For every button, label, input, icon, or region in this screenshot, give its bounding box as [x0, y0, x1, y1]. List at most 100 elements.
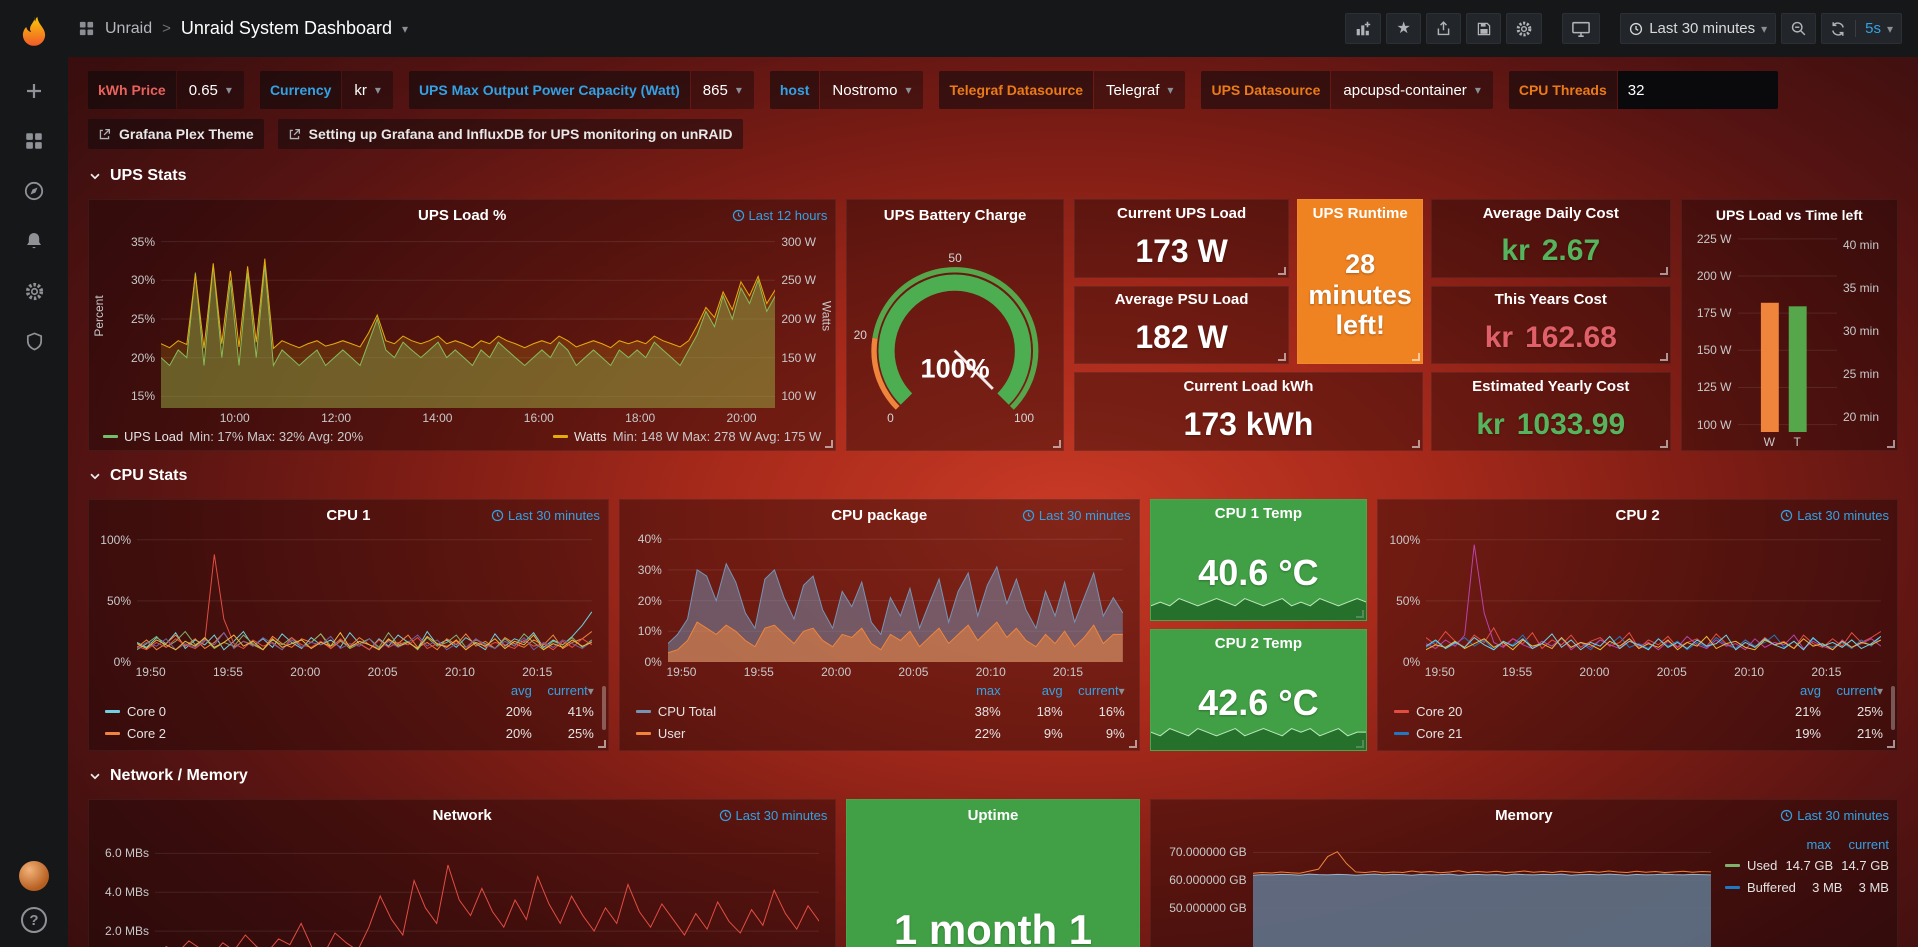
- panel-resize-handle[interactable]: [1659, 266, 1668, 275]
- panel-cpu-package: CPU package Last 30 minutes 40% 30% 20% 10%…: [618, 499, 1140, 751]
- save-dashboard-button[interactable]: [1466, 13, 1502, 44]
- panel-title[interactable]: Estimated Yearly Cost: [1472, 377, 1630, 395]
- cpu-package-plot[interactable]: [667, 530, 1123, 662]
- legend-col-current[interactable]: current▾: [1836, 682, 1884, 698]
- legend-series-toggle[interactable]: Used: [1725, 858, 1777, 873]
- legend-col-current[interactable]: current▾: [1078, 682, 1125, 698]
- panel-title[interactable]: Current UPS Load: [1116, 204, 1247, 222]
- sidebar: ?: [0, 0, 68, 947]
- dashboard-title[interactable]: Unraid System Dashboard: [180, 18, 393, 38]
- legend-series-toggle[interactable]: Core 21: [1394, 726, 1759, 741]
- panel-title[interactable]: Uptime: [967, 806, 1019, 824]
- panel-resize-handle[interactable]: [1052, 440, 1061, 448]
- panel-resize-handle[interactable]: [1412, 353, 1421, 362]
- clock-icon: [1781, 509, 1793, 522]
- panel-title[interactable]: UPS Runtime: [1312, 204, 1408, 222]
- panel-resize-handle[interactable]: [825, 440, 834, 448]
- panel-resize-handle[interactable]: [1128, 740, 1137, 748]
- variable-value-dropdown[interactable]: Telegraf ▾: [1094, 71, 1186, 109]
- user-avatar[interactable]: [19, 861, 49, 891]
- cpu2-plot[interactable]: [1426, 530, 1881, 662]
- network-plot[interactable]: [155, 830, 819, 947]
- legend-col-max[interactable]: max: [976, 682, 1001, 698]
- legend-series-toggle[interactable]: User: [635, 726, 939, 741]
- row-header-cpu-stats[interactable]: CPU Stats: [88, 461, 1898, 491]
- refresh-interval-label[interactable]: 5s: [1865, 20, 1881, 37]
- add-panel-button[interactable]: [1345, 13, 1382, 44]
- cpu1-plot[interactable]: [137, 530, 592, 662]
- legend-series-toggle[interactable]: CPU Total: [635, 704, 939, 719]
- panel-resize-handle[interactable]: [1887, 740, 1895, 748]
- variable-value-dropdown[interactable]: 0.65 ▾: [176, 71, 244, 109]
- row-header-network-memory[interactable]: Network / Memory: [88, 761, 1898, 791]
- panel-title[interactable]: UPS Battery Charge: [883, 206, 1027, 224]
- panel-resize-handle[interactable]: [1659, 353, 1668, 362]
- panel-resize-handle[interactable]: [1278, 353, 1287, 362]
- caret-down-icon[interactable]: ▾: [402, 21, 409, 36]
- variable-value: Nostromo: [832, 81, 898, 99]
- panel-resize-handle[interactable]: [1412, 439, 1421, 448]
- variable-value-dropdown[interactable]: apcupsd-container ▾: [1331, 71, 1493, 109]
- sidebar-explore-item[interactable]: [0, 166, 68, 216]
- legend-scrollbar[interactable]: [601, 686, 606, 730]
- star-dashboard-button[interactable]: ★: [1386, 13, 1422, 44]
- legend-col-current[interactable]: current▾: [547, 682, 594, 698]
- memory-plot[interactable]: [1252, 830, 1711, 947]
- panel-title[interactable]: CPU 2: [1615, 506, 1660, 524]
- panel-resize-handle[interactable]: [1278, 266, 1287, 275]
- panel-resize-handle[interactable]: [1659, 439, 1668, 448]
- cycle-view-mode-button[interactable]: [1562, 13, 1601, 44]
- panel-title[interactable]: Network: [432, 806, 492, 824]
- ups-load-plot[interactable]: [161, 230, 776, 408]
- panel-resize-handle[interactable]: [597, 740, 606, 748]
- legend-series-toggle[interactable]: Buffered: [1725, 880, 1796, 895]
- row-header-ups-stats[interactable]: UPS Stats: [88, 161, 1898, 191]
- ups-bar-plot[interactable]: [1738, 230, 1838, 432]
- dashboard-settings-button[interactable]: [1506, 13, 1543, 44]
- caret-down-icon: ▾: [735, 83, 742, 97]
- sidebar-alerting-item[interactable]: [0, 216, 68, 266]
- panel-title[interactable]: Average Daily Cost: [1482, 204, 1619, 222]
- time-range-picker[interactable]: Last 30 minutes ▾: [1620, 13, 1777, 44]
- sidebar-create-item[interactable]: [0, 66, 68, 116]
- legend-item-ups-load[interactable]: UPS Load Min: 17% Max: 32% Avg: 20%: [103, 429, 363, 444]
- legend-col-avg[interactable]: avg: [510, 682, 532, 698]
- panel-title[interactable]: CPU package: [831, 506, 928, 524]
- legend-scrollbar[interactable]: [1891, 686, 1895, 730]
- legend-col-avg[interactable]: avg: [1800, 682, 1821, 698]
- sidebar-dashboards-item[interactable]: [0, 116, 68, 166]
- legend-series-toggle[interactable]: Core 2: [105, 726, 470, 741]
- variable-value-dropdown[interactable]: 865 ▾: [690, 71, 754, 109]
- dashboard-link-ups-guide[interactable]: Setting up Grafana and InfluxDB for UPS …: [277, 119, 743, 149]
- panel-title[interactable]: CPU 1: [326, 506, 371, 524]
- legend-col-max[interactable]: max: [1806, 836, 1831, 852]
- panel-title[interactable]: UPS Load vs Time left: [1715, 207, 1863, 223]
- legend-series-toggle[interactable]: Core 0: [105, 704, 470, 719]
- help-icon[interactable]: ?: [21, 907, 47, 933]
- panel-title[interactable]: Average PSU Load: [1114, 291, 1249, 309]
- legend-series-toggle[interactable]: Core 20: [1394, 704, 1759, 719]
- panel-title[interactable]: Current Load kWh: [1183, 377, 1314, 395]
- grafana-logo[interactable]: [10, 8, 58, 56]
- legend-value-current: 25%: [567, 725, 594, 741]
- legend-item-watts[interactable]: Watts Min: 148 W Max: 278 W Avg: 175 W: [553, 429, 821, 444]
- panel-title[interactable]: This Years Cost: [1494, 291, 1607, 309]
- panel-title[interactable]: Memory: [1495, 806, 1553, 824]
- legend-col-avg[interactable]: avg: [1041, 682, 1063, 698]
- panel-title[interactable]: UPS Load %: [417, 206, 507, 224]
- sidebar-configuration-item[interactable]: [0, 266, 68, 316]
- variable-value-dropdown[interactable]: Nostromo ▾: [820, 71, 924, 109]
- sidebar-server-admin-item[interactable]: [0, 316, 68, 366]
- legend-row-core0: Core 0 20% 41%: [105, 700, 594, 722]
- zoom-out-time-button[interactable]: [1781, 13, 1817, 44]
- legend-col-current[interactable]: current: [1848, 836, 1889, 852]
- share-dashboard-button[interactable]: [1426, 13, 1462, 44]
- panel-title[interactable]: CPU 2 Temp: [1214, 634, 1303, 652]
- refresh-picker[interactable]: 5s ▾: [1821, 13, 1902, 44]
- panel-title[interactable]: CPU 1 Temp: [1214, 504, 1303, 522]
- dashboard-link-plex-theme[interactable]: Grafana Plex Theme: [88, 119, 264, 149]
- variable-value-dropdown[interactable]: kr ▾: [342, 71, 393, 109]
- cpu-threads-input[interactable]: [1617, 71, 1778, 109]
- breadcrumb-folder[interactable]: Unraid: [105, 19, 153, 37]
- panel-resize-handle[interactable]: [1887, 440, 1895, 448]
